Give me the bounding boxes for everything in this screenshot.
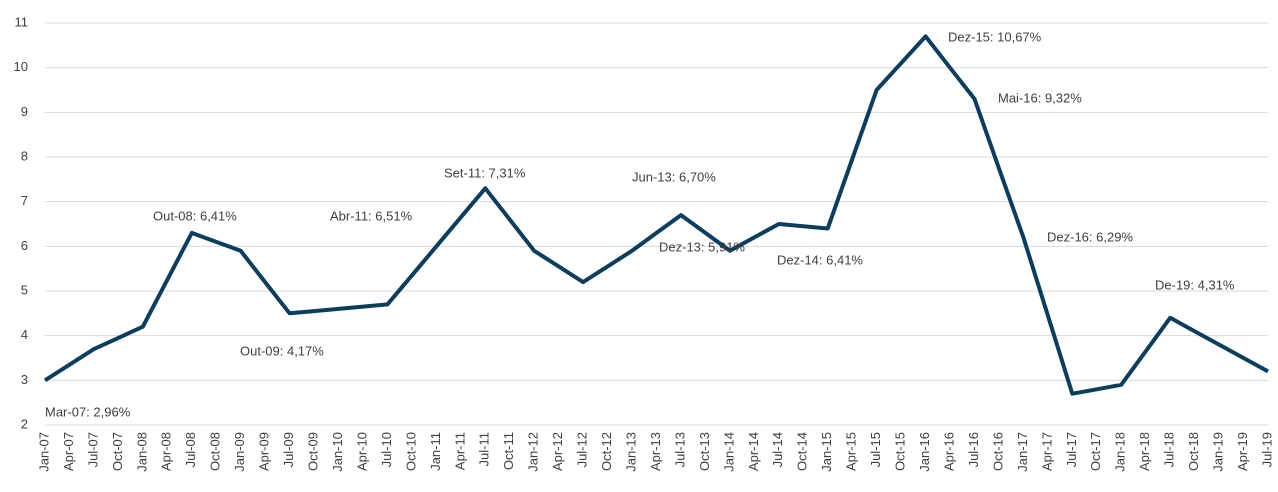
x-tick-label: Oct-14 [795, 432, 810, 471]
x-tick-label: Apr-17 [1039, 432, 1054, 471]
x-tick-label: Oct-16 [990, 432, 1005, 471]
x-tick-label: Jan-09 [232, 432, 247, 472]
annotation: Abr-11: 6,51% [330, 208, 413, 223]
x-tick-label: Jul-12 [575, 432, 590, 467]
y-tick-label: 4 [21, 327, 28, 342]
x-tick-label: Oct-09 [305, 432, 320, 471]
x-tick-label: Apr-11 [452, 432, 467, 470]
y-tick-label: 2 [21, 416, 28, 431]
annotation: Out-09: 4,17% [240, 343, 324, 358]
x-tick-label: Jul-18 [1162, 432, 1177, 467]
x-tick-label: Jan-16 [917, 432, 932, 472]
annotation: Dez-13: 5,91% [659, 239, 745, 254]
x-tick-label: Apr-16 [941, 432, 956, 471]
x-tick-label: Jan-19 [1211, 432, 1226, 472]
y-tick-label: 3 [21, 372, 28, 387]
x-tick-label: Oct-13 [697, 432, 712, 471]
x-tick-label: Jan-12 [526, 432, 541, 472]
x-tick-label: Jan-07 [36, 432, 51, 472]
line [43, 34, 1269, 396]
x-tick-label: Jul-17 [1064, 432, 1079, 467]
x-tick-label: Apr-07 [61, 432, 76, 471]
y-tick-label: 9 [21, 104, 28, 119]
x-tick-label: Jul-10 [379, 432, 394, 467]
x-tick-label: Apr-14 [746, 432, 761, 471]
x-tick-label: Apr-15 [844, 432, 859, 471]
annotation: Set-11: 7,31% [444, 165, 526, 180]
x-tick-label: Apr-09 [257, 432, 272, 471]
annotation: De-19: 4,31% [1155, 277, 1235, 292]
annotation: Out-08: 6,41% [153, 208, 237, 223]
annotation: Dez-14: 6,41% [777, 252, 863, 267]
x-tick-label: Jan-18 [1113, 432, 1128, 472]
y-tick-label: 11 [15, 14, 29, 29]
x-tick-label: Apr-12 [550, 432, 565, 471]
x-tick-label: Oct-18 [1186, 432, 1201, 471]
x-tick-label: Jul-16 [966, 432, 981, 467]
y-tick-label: 8 [21, 148, 28, 163]
x-tick-label: Jul-14 [770, 432, 785, 467]
x-tick-label: Jan-10 [330, 432, 345, 472]
x-tick-label: Jan-15 [819, 432, 834, 472]
x-tick-label: Oct-17 [1088, 432, 1103, 471]
x-tick-label: Jan-08 [134, 432, 149, 472]
annotation: Mar-07: 2,96% [45, 404, 131, 419]
x-tick-label: Oct-15 [893, 432, 908, 471]
annotation: Dez-15: 10,67% [948, 29, 1042, 44]
x-tick-label: Jan-14 [721, 432, 736, 472]
x-tick-label: Jul-15 [868, 432, 883, 467]
y-tick-label: 5 [21, 282, 28, 297]
x-tick-label: Jan-17 [1015, 432, 1030, 472]
x-tick-label: Jul-19 [1259, 432, 1274, 467]
x-tick-label: Oct-08 [208, 432, 223, 471]
x-tick-label: Jul-11 [477, 432, 492, 466]
x-tick-label: Oct-11 [501, 432, 516, 470]
x-tick-label: Oct-07 [110, 432, 125, 471]
x-tick-label: Jul-07 [85, 432, 100, 467]
annotation: Jun-13: 6,70% [632, 169, 716, 184]
x-tick-label: Apr-08 [159, 432, 174, 471]
x-tick-label: Apr-13 [648, 432, 663, 471]
x-tick-label: Apr-18 [1137, 432, 1152, 471]
x-tick-label: Oct-10 [403, 432, 418, 471]
x-tick-label: Jan-13 [623, 432, 638, 472]
x-tick-label: Jul-09 [281, 432, 296, 467]
annotation: Mai-16: 9,32% [998, 90, 1082, 105]
x-tick-label: Jan-11 [428, 432, 443, 471]
x-tick-label: Apr-10 [354, 432, 369, 471]
y-tick-label: 7 [21, 193, 28, 208]
y-tick-label: 10 [14, 59, 28, 74]
y-tick-label: 6 [21, 238, 28, 253]
x-tick-label: Jul-13 [672, 432, 687, 467]
x-tick-label: Jul-08 [183, 432, 198, 467]
x-tick-label: Oct-12 [599, 432, 614, 471]
annotation: Dez-16: 6,29% [1047, 229, 1133, 244]
x-tick-label: Apr-19 [1235, 432, 1250, 471]
